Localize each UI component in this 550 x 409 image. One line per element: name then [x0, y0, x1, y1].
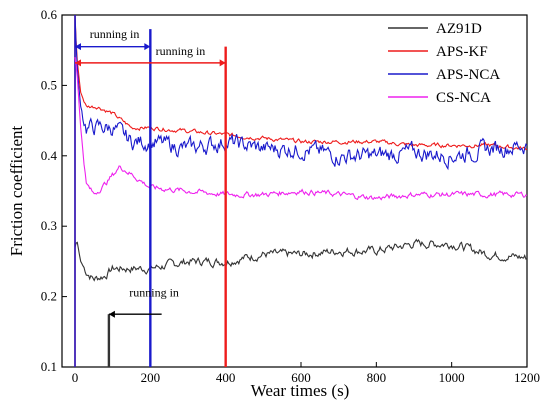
y-axis-label: Friction coefficient — [7, 126, 26, 257]
annotation-arrowhead-start-0 — [75, 43, 81, 51]
legend: AZ91D APS-KF APS-NCA CS-NCA — [388, 21, 500, 106]
x-tick-label: 0 — [72, 370, 79, 385]
annotation-arrowhead-0 — [144, 43, 151, 51]
legend-label-3: CS-NCA — [436, 90, 491, 106]
x-axis-label: Wear times (s) — [251, 381, 350, 400]
annotation-label-2: running in — [129, 286, 179, 300]
marker-layer: running in running in running in — [75, 27, 227, 367]
axis-ticks: 0 200 400 600 800 1000 1200 0.1 0.2 0.3 0.4 0.5 0.6 — [41, 7, 540, 385]
x-tick-label: 400 — [216, 370, 236, 385]
legend-label-0: AZ91D — [436, 21, 482, 37]
annotation-label-0: running in — [90, 27, 140, 41]
annotation-arrowhead-start-1 — [75, 59, 81, 67]
x-tick-label: 200 — [141, 370, 161, 385]
annotation-label-1: running in — [156, 44, 206, 58]
legend-label-1: APS-KF — [436, 44, 488, 60]
series-line-0 — [74, 238, 528, 282]
x-tick-label: 600 — [291, 370, 311, 385]
y-tick-label: 0.1 — [41, 359, 57, 374]
y-tick-label: 0.2 — [41, 289, 57, 304]
y-tick-label: 0.5 — [41, 77, 57, 92]
x-tick-label: 800 — [367, 370, 387, 385]
y-tick-label: 0.6 — [41, 7, 58, 22]
plot-frame — [61, 14, 528, 368]
y-tick-label: 0.4 — [41, 148, 58, 163]
y-tick-label: 0.3 — [41, 218, 57, 233]
x-tick-label: 1000 — [439, 370, 465, 385]
annotation-arrowhead-1 — [219, 59, 226, 67]
annotation-arrowhead-2 — [108, 310, 115, 318]
x-tick-label: 1200 — [514, 370, 540, 385]
legend-label-2: APS-NCA — [436, 67, 500, 83]
